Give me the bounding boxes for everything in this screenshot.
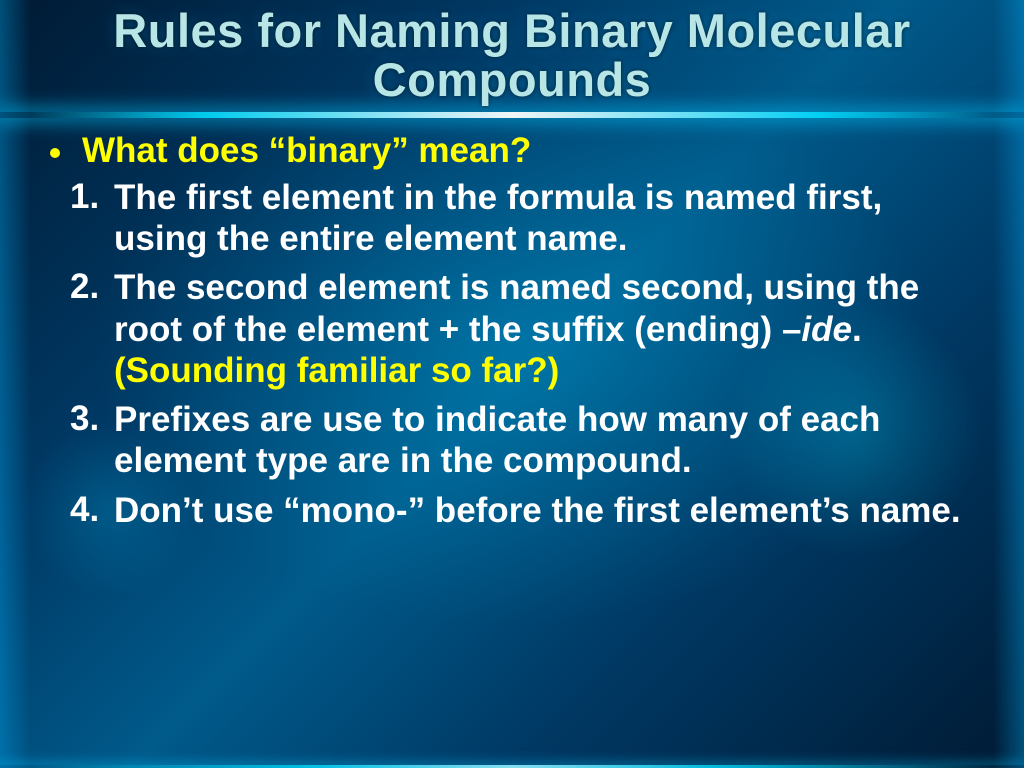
numbered-list: 1.The first element in the formula is na… (70, 177, 974, 531)
italic-text: ide (801, 310, 852, 349)
text-segment: The second element is named second, usin… (114, 268, 919, 348)
bullet-item: What does “binary” mean? (70, 131, 974, 171)
text-segment: Prefixes are use to indicate how many of… (114, 400, 880, 480)
list-number: 2. (70, 267, 114, 307)
list-item: 1.The first element in the formula is na… (70, 177, 974, 260)
list-text: The second element is named second, usin… (114, 267, 974, 391)
list-text: Don’t use “mono-” before the first eleme… (114, 490, 961, 531)
list-item: 4.Don’t use “mono-” before the first ele… (70, 490, 974, 531)
highlight-text: (Sounding familiar so far?) (114, 351, 559, 390)
list-number: 3. (70, 399, 114, 439)
list-item: 3.Prefixes are use to indicate how many … (70, 399, 974, 482)
text-segment: Don’t use “mono-” before the first eleme… (114, 491, 961, 530)
slide: Rules for Naming Binary Molecular Compou… (0, 0, 1024, 768)
bullet-marker (50, 148, 60, 158)
text-segment: The first element in the formula is name… (114, 178, 882, 258)
list-text: The first element in the formula is name… (114, 177, 974, 260)
list-item: 2.The second element is named second, us… (70, 267, 974, 391)
slide-title: Rules for Naming Binary Molecular Compou… (0, 0, 1024, 105)
bullet-text: What does “binary” mean? (82, 131, 531, 171)
text-segment: . (852, 310, 862, 349)
slide-content: What does “binary” mean? 1.The first ele… (0, 105, 1024, 531)
list-number: 1. (70, 177, 114, 217)
list-text: Prefixes are use to indicate how many of… (114, 399, 974, 482)
list-number: 4. (70, 490, 114, 530)
